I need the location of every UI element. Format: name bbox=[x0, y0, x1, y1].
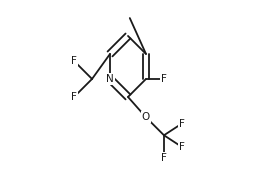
Text: F: F bbox=[71, 56, 77, 66]
Text: O: O bbox=[142, 112, 150, 122]
Text: F: F bbox=[71, 92, 77, 102]
Text: F: F bbox=[161, 153, 167, 163]
Text: F: F bbox=[161, 74, 167, 84]
Text: F: F bbox=[179, 119, 185, 128]
Text: F: F bbox=[179, 142, 185, 152]
Text: N: N bbox=[106, 74, 114, 84]
